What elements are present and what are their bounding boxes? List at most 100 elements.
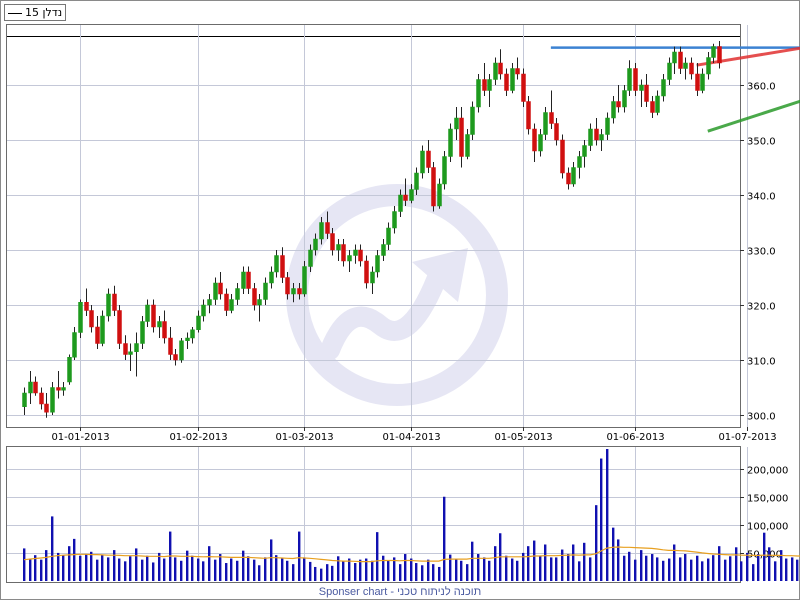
candle [571,162,576,187]
volume-bar [735,547,738,581]
candle-body [426,150,431,168]
candle-body [381,244,386,256]
candle [123,335,128,360]
volume-bar [359,559,362,581]
candle [554,118,559,146]
volume-bar [90,551,93,581]
volume-bar [477,554,480,581]
candle-body [241,271,246,289]
candle [50,382,55,415]
volume-bar [314,566,317,581]
candle [336,239,341,261]
candle-body [409,189,414,201]
candle [72,327,77,360]
candle [196,310,201,333]
candle [560,134,565,179]
candle [566,167,571,190]
candle-body [157,321,162,328]
candle-body [134,343,139,352]
volume-bar [544,544,547,581]
volume-bar [505,555,508,581]
candle [644,74,649,107]
volume-bar [471,541,474,581]
candle-body [145,304,150,322]
candle-body [330,233,335,251]
volume-bar [180,560,183,581]
candle-body [487,79,492,91]
candle [498,49,503,80]
candle [185,332,190,349]
candle-body [67,357,72,383]
volume-bar [539,555,542,581]
candle [39,387,44,410]
candle-body [706,57,711,75]
candle-body [285,277,290,295]
candle-body [375,255,380,273]
candle [611,96,616,124]
candle [28,371,33,404]
candle-body [398,194,403,212]
candle-body [128,351,133,355]
volume-bar [555,557,558,581]
volume-bar [158,552,161,581]
candle [639,79,644,107]
candle [364,255,369,289]
volume-bar [645,555,648,581]
volume-bar [494,546,497,581]
candle-body [650,101,655,113]
candle-body [201,304,206,317]
volume-bar [567,554,570,581]
candle [392,206,397,234]
volume-y-tick-label: 200,000 [747,466,788,477]
candle [588,123,593,151]
volume-bar [640,550,643,581]
candle-body [543,112,548,135]
candle-body [263,282,268,300]
price-y-tick-label: 360.0 [747,82,776,93]
candle [112,285,117,316]
candle [577,151,582,179]
candle [543,107,548,140]
volume-bar [186,550,189,581]
volume-bar [696,555,699,581]
volume-bar [516,560,519,581]
volume-bar [101,554,104,581]
volume-bar [62,555,65,581]
candle [235,283,240,305]
candle [420,145,425,179]
candle-body [224,293,229,311]
candle-body [364,260,369,284]
volume-bar [34,555,37,581]
candle [526,96,531,135]
volume-bar [606,449,609,581]
legend-label: נדלן 15 [25,6,63,19]
candle-body [218,282,223,295]
candle [140,316,145,349]
volume-bar [757,554,760,581]
price-x-tick-label: 01-01-2013 [51,432,109,443]
volume-bar [617,539,620,581]
volume-bar [533,540,536,581]
volume-bar [404,554,407,581]
candle-body [336,244,341,251]
candle-body [162,321,167,339]
volume-bar [427,559,430,581]
volume-bar [460,560,463,581]
candle [689,57,694,80]
candle-body [459,117,464,157]
volume-bar [208,546,211,581]
candle [297,283,302,300]
candle [319,217,324,245]
candle [151,299,156,333]
volume-bar [376,532,379,581]
volume-bar [247,556,250,581]
candle [538,129,543,157]
candle [521,68,526,107]
legend-line-icon [8,12,22,14]
volume-bar [612,527,615,581]
candle [717,41,722,69]
candle [426,140,431,173]
candle-body [22,392,27,407]
candle-body [269,271,274,284]
candle-body [185,337,190,341]
